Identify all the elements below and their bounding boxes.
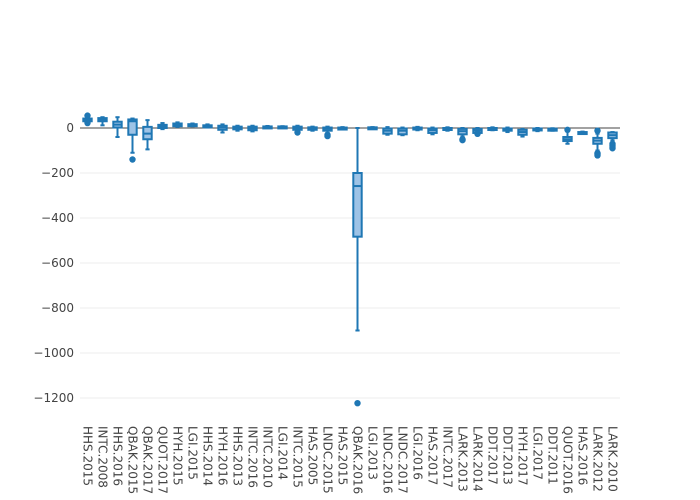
x-tick-label: HYH.2015 <box>171 426 185 486</box>
x-tick-label: HAS.2016 <box>576 426 590 485</box>
box-INTC.2016 <box>247 124 258 133</box>
x-tick-label: LGI.2014 <box>276 426 290 480</box>
outlier-point <box>129 156 136 163</box>
x-tick-label: DDT.2017 <box>486 426 500 485</box>
x-tick-label: LARK.2010 <box>606 426 620 492</box>
x-tick-label: LARK.2013 <box>456 426 470 492</box>
box-HYH.2016 <box>217 123 228 134</box>
box-QBAK.2017 <box>142 119 153 151</box>
x-tick-label: LGI.2015 <box>186 426 200 480</box>
box-QUOT.2016 <box>562 126 573 145</box>
y-tick-label: 0 <box>66 121 74 135</box>
x-tick-label: DDT.2013 <box>501 426 515 485</box>
x-tick-label: INTC.2008 <box>96 426 110 488</box>
x-tick-label: DDT.2011 <box>546 426 560 485</box>
box-LNDC.2016 <box>382 126 393 136</box>
box-INTC.2010 <box>262 124 273 130</box>
box-LGI.2017 <box>532 127 543 133</box>
y-tick-label: −200 <box>41 166 74 180</box>
x-tick-label: INTC.2016 <box>246 426 260 488</box>
x-tick-label: HHS.2014 <box>201 426 215 486</box>
box-HHS.2013 <box>232 124 243 132</box>
x-tick-label: HHS.2016 <box>111 426 125 486</box>
box-LARK.2014 <box>472 127 483 138</box>
x-tick-label: INTC.2015 <box>291 426 305 488</box>
box-LGI.2015 <box>187 122 198 128</box>
outlier-point <box>84 112 91 119</box>
box-iqr <box>127 118 138 136</box>
box-HHS.2016 <box>112 116 123 138</box>
x-tick-label: LNDC.2016 <box>381 426 395 494</box>
y-tick-label: −600 <box>41 256 74 270</box>
x-tick-label: INTC.2017 <box>441 426 455 488</box>
grid-lines <box>80 172 620 399</box>
outlier-point <box>459 136 466 144</box>
x-tick-label: LGI.2016 <box>411 426 425 480</box>
x-tick-label: HAS.2017 <box>426 426 440 485</box>
box-LARK.2012 <box>592 127 603 159</box>
outlier-point <box>594 152 601 159</box>
box-INTC.2008 <box>97 116 108 127</box>
outlier-point <box>609 145 616 152</box>
box-HAS.2016 <box>577 130 588 136</box>
y-axis: 0 −200 −400 −600 −800 −1000 −1200 <box>33 121 620 405</box>
x-tick-label: QUOT.2017 <box>156 426 170 494</box>
box-HYH.2017 <box>517 127 528 138</box>
box-LNDC.2015 <box>322 125 333 140</box>
box-series <box>82 112 618 407</box>
x-tick-label: LARK.2014 <box>471 426 485 492</box>
box-DDT.2017 <box>487 126 498 132</box>
box-INTC.2015 <box>292 124 303 136</box>
box-LARK.2010 <box>607 131 618 152</box>
x-tick-label: QUOT.2016 <box>561 426 575 494</box>
x-tick-label: LNDC.2017 <box>396 426 410 494</box>
box-LARK.2013 <box>457 127 468 144</box>
outlier-point <box>354 399 361 407</box>
x-tick-label: HAS.2015 <box>336 426 350 485</box>
box-HYH.2015 <box>172 121 183 128</box>
x-tick-label: HHS.2015 <box>81 426 95 486</box>
box-LNDC.2017 <box>397 126 408 137</box>
box-HHS.2014 <box>202 123 213 129</box>
outlier-point <box>594 127 601 134</box>
x-tick-label: LARK.2012 <box>591 426 605 492</box>
x-tick-label: QBAK.2016 <box>351 426 365 494</box>
y-tick-label: −400 <box>41 211 74 225</box>
outlier-point <box>294 129 301 136</box>
outlier-point <box>84 119 91 127</box>
box-iqr <box>352 172 363 238</box>
box-HAS.2005 <box>307 125 318 132</box>
box-LGI.2013 <box>367 126 378 131</box>
x-tick-label: QBAK.2017 <box>141 426 155 494</box>
x-tick-label: HHS.2013 <box>231 426 245 486</box>
x-tick-label: HYH.2017 <box>516 426 530 486</box>
box-DDT.2011 <box>547 127 558 132</box>
x-tick-label: HYH.2016 <box>216 426 230 486</box>
y-tick-label: −1200 <box>33 391 74 405</box>
outlier-point <box>474 130 481 138</box>
box-HHS.2015 <box>82 112 93 127</box>
box-LGI.2014 <box>277 125 288 130</box>
box-QBAK.2016 <box>352 127 363 407</box>
box-DDT.2013 <box>502 126 513 134</box>
x-tick-label: QBAK.2015 <box>126 426 140 494</box>
x-tick-label: INTC.2010 <box>261 426 275 488</box>
x-axis: HHS.2015 INTC.2008 HHS.2016 QBAK.2015 QBAK.2… <box>81 426 620 494</box>
x-tick-label: HAS.2005 <box>306 426 320 485</box>
y-tick-label: −1000 <box>33 346 74 360</box>
y-tick-label: −800 <box>41 301 74 315</box>
box-LGI.2016 <box>412 125 423 132</box>
outlier-point <box>324 132 331 140</box>
outlier-point <box>564 126 571 133</box>
box-QUOT.2017 <box>157 122 168 131</box>
box-QBAK.2015 <box>127 117 138 163</box>
x-tick-label: LNDC.2015 <box>321 426 335 494</box>
box-HAS.2015 <box>337 126 348 131</box>
box-INTC.2017 <box>442 126 453 132</box>
x-tick-label: LGI.2013 <box>366 426 380 480</box>
box-HAS.2017 <box>427 126 438 136</box>
x-tick-label: LGI.2017 <box>531 426 545 480</box>
